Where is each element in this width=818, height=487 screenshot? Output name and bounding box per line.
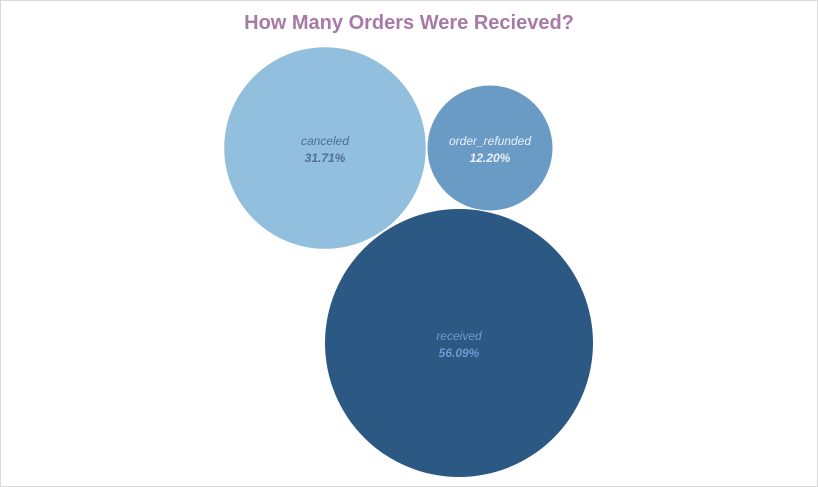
bubble-value-received: 56.09% [439,346,480,360]
bubble-label-received: received [436,329,482,343]
bubble-label-canceled: canceled [301,134,349,148]
bubble-group-canceled[interactable]: canceled 31.71% [224,47,426,249]
bubble-value-canceled: 31.71% [305,151,346,165]
bubble-canceled[interactable] [224,47,426,249]
bubble-label-order-refunded: order_refunded [449,134,531,148]
bubble-group-received[interactable]: received 56.09% [325,209,593,477]
bubble-order-refunded[interactable] [427,85,553,211]
chart-title: How Many Orders Were Recieved? [244,12,574,34]
bubble-value-order-refunded: 12.20% [470,151,511,165]
bubble-received[interactable] [325,209,593,477]
bubble-group-order-refunded[interactable]: order_refunded 12.20% [427,85,553,211]
